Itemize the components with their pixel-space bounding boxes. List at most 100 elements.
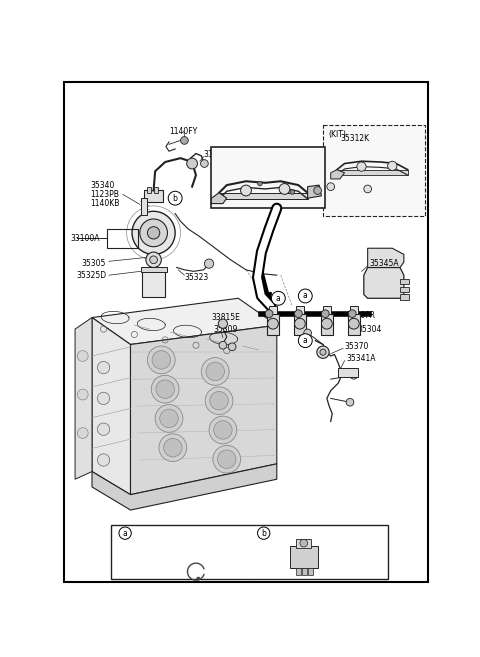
Bar xyxy=(400,279,409,284)
Text: a: a xyxy=(123,529,128,537)
Bar xyxy=(296,306,304,313)
Circle shape xyxy=(152,351,170,369)
Text: 35312H: 35312H xyxy=(217,176,247,185)
Bar xyxy=(267,313,279,335)
Polygon shape xyxy=(131,325,277,495)
Circle shape xyxy=(140,219,168,246)
Circle shape xyxy=(77,428,88,438)
Circle shape xyxy=(217,450,236,468)
Polygon shape xyxy=(368,248,404,267)
Circle shape xyxy=(322,318,332,329)
Circle shape xyxy=(348,318,359,329)
Circle shape xyxy=(240,185,252,196)
Circle shape xyxy=(205,387,233,415)
Bar xyxy=(296,568,300,576)
Circle shape xyxy=(299,334,312,348)
Text: 35340: 35340 xyxy=(90,181,115,190)
Circle shape xyxy=(97,392,110,405)
Circle shape xyxy=(290,190,295,194)
Circle shape xyxy=(279,183,290,194)
Circle shape xyxy=(299,289,312,303)
Circle shape xyxy=(210,392,228,410)
Text: 35304: 35304 xyxy=(358,325,382,334)
Circle shape xyxy=(156,380,174,398)
Circle shape xyxy=(164,438,182,457)
Text: a: a xyxy=(276,294,281,303)
Polygon shape xyxy=(92,317,131,495)
Polygon shape xyxy=(364,267,404,298)
Circle shape xyxy=(160,409,178,428)
Bar xyxy=(296,539,312,548)
Circle shape xyxy=(209,416,237,444)
Text: 33815E: 33815E xyxy=(211,313,240,322)
Circle shape xyxy=(77,351,88,361)
Circle shape xyxy=(267,318,278,329)
Bar xyxy=(141,267,167,272)
Polygon shape xyxy=(337,170,408,175)
Circle shape xyxy=(327,183,335,191)
Bar xyxy=(323,125,425,216)
Text: b: b xyxy=(261,529,266,537)
Circle shape xyxy=(187,158,197,169)
Circle shape xyxy=(364,185,372,193)
Circle shape xyxy=(357,162,366,171)
Bar xyxy=(400,286,409,292)
Bar xyxy=(350,306,358,313)
Text: 35305: 35305 xyxy=(81,259,106,268)
Bar xyxy=(111,526,388,579)
Polygon shape xyxy=(211,193,227,204)
Circle shape xyxy=(147,227,160,239)
Circle shape xyxy=(300,539,308,547)
Circle shape xyxy=(201,357,229,385)
Circle shape xyxy=(218,319,228,328)
Text: 1140FY: 1140FY xyxy=(169,127,197,136)
Bar xyxy=(302,568,307,576)
Circle shape xyxy=(132,212,175,254)
Circle shape xyxy=(213,445,240,473)
Circle shape xyxy=(317,346,329,358)
Circle shape xyxy=(388,161,397,170)
Text: 31337F: 31337F xyxy=(273,529,301,537)
Circle shape xyxy=(350,371,358,379)
Text: a: a xyxy=(303,336,308,345)
Circle shape xyxy=(228,343,236,351)
Circle shape xyxy=(265,310,273,317)
Circle shape xyxy=(150,256,157,263)
Circle shape xyxy=(159,434,187,461)
Circle shape xyxy=(206,362,225,380)
Text: 35370: 35370 xyxy=(345,342,369,351)
Circle shape xyxy=(168,191,182,205)
Bar xyxy=(323,306,331,313)
Bar xyxy=(294,313,306,335)
Circle shape xyxy=(97,423,110,436)
Text: 35310: 35310 xyxy=(227,147,253,156)
Circle shape xyxy=(97,454,110,466)
Bar xyxy=(108,229,138,248)
Bar xyxy=(147,187,151,193)
Bar xyxy=(321,313,333,335)
Text: 1140KB: 1140KB xyxy=(90,199,120,208)
Text: 31305C: 31305C xyxy=(204,150,233,159)
Bar xyxy=(290,546,318,568)
Circle shape xyxy=(258,181,262,186)
Polygon shape xyxy=(331,170,345,179)
Text: b: b xyxy=(173,194,178,203)
Circle shape xyxy=(320,349,326,355)
Circle shape xyxy=(258,527,270,539)
Circle shape xyxy=(295,318,305,329)
Circle shape xyxy=(271,291,285,306)
Circle shape xyxy=(119,527,131,539)
Bar xyxy=(144,191,163,202)
Text: a: a xyxy=(303,292,308,300)
Circle shape xyxy=(295,310,302,317)
Text: 35312K: 35312K xyxy=(341,133,370,143)
Text: 35325D: 35325D xyxy=(77,271,107,280)
Circle shape xyxy=(219,342,227,349)
Bar xyxy=(400,294,409,300)
Text: 32651: 32651 xyxy=(184,556,208,564)
Text: 35309: 35309 xyxy=(214,325,238,334)
Bar xyxy=(141,198,147,215)
Circle shape xyxy=(180,137,188,145)
Text: 35312F: 35312F xyxy=(256,158,285,166)
Circle shape xyxy=(77,389,88,400)
